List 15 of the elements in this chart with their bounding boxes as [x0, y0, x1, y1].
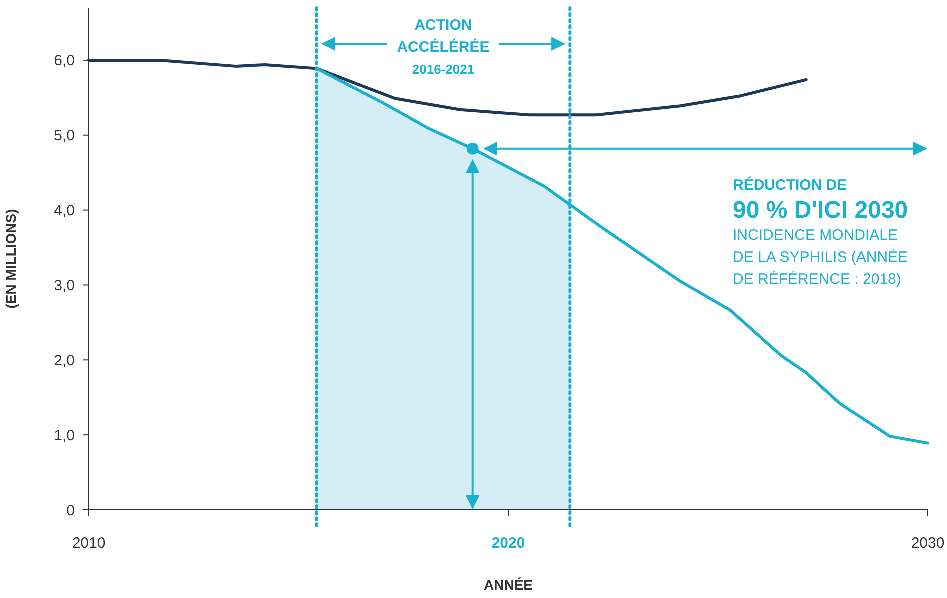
band-label: ACTION ACCÉLÉRÉE 2016-2021 — [397, 17, 490, 77]
x-tick-label: 2020 — [492, 535, 526, 552]
y-tick-label: 5,0 — [54, 128, 75, 145]
y-axis-title: (EN MILLIONS) — [3, 209, 19, 309]
y-tick-label: 2,0 — [54, 352, 75, 370]
x-axis-title: ANNÉE — [484, 577, 534, 593]
annotation: RÉDUCTION DE 90 % D'ICI 2030 INCIDENCE MONDIALE DE LA SYPHILIS (ANNÉE DE RÉFÉRENCE : 2018) — [733, 176, 908, 288]
x-tick-label: 2010 — [72, 535, 106, 552]
y-tick-label: 3,0 — [54, 277, 75, 294]
y-tick-label: 0 — [66, 502, 75, 520]
x-tick-label: 2030 — [911, 535, 945, 552]
y-tick-label: 6,0 — [54, 52, 75, 70]
line-series — [88, 58, 808, 117]
y-tick-label: 4,0 — [54, 202, 75, 220]
y-tick-label: 1,0 — [54, 427, 75, 444]
